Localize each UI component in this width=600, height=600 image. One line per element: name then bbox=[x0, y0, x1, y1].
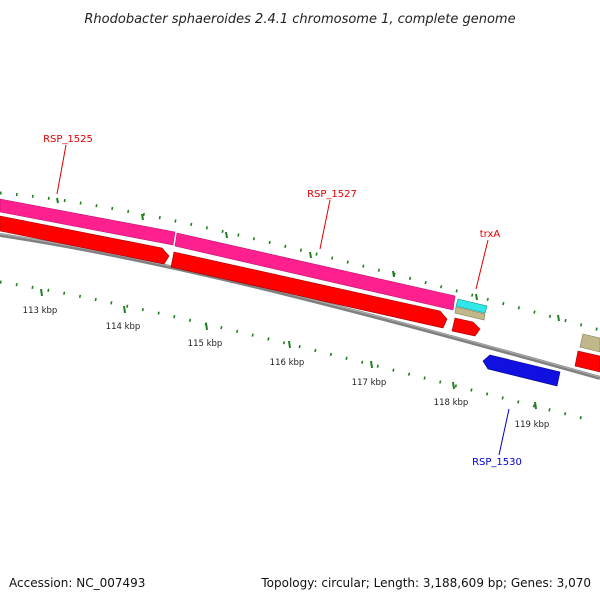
scale-label: 119 kbp bbox=[515, 420, 550, 430]
inner-major-tick bbox=[123, 305, 126, 314]
inner-major-tick bbox=[452, 381, 455, 390]
outer-major-tick bbox=[392, 270, 395, 278]
outer-major-tick bbox=[56, 197, 59, 204]
leader-rsp1527 bbox=[319, 199, 331, 250]
cds-next-arrow[interactable] bbox=[574, 350, 600, 373]
scale-label: 116 kbp bbox=[270, 358, 305, 368]
scale-label: 117 kbp bbox=[352, 378, 387, 388]
outer-major-tick bbox=[141, 213, 144, 221]
outer-major-tick bbox=[309, 251, 312, 259]
gene-next-bar[interactable] bbox=[579, 333, 600, 353]
cds-trxa-arrow[interactable] bbox=[451, 317, 481, 337]
inner-major-tick bbox=[288, 340, 291, 349]
outer-major-tick bbox=[225, 231, 228, 239]
outer-major-tick bbox=[557, 314, 560, 322]
gene-rsp1525-bar[interactable] bbox=[0, 198, 176, 246]
inner-tick-ring bbox=[0, 280, 591, 422]
gene-label-rsp1525[interactable]: RSP_1525 bbox=[43, 134, 93, 145]
scale-labels: 113 kbp 114 kbp 115 kbp 116 kbp 117 kbp … bbox=[23, 306, 550, 430]
gene-trxa-cds-bar[interactable] bbox=[454, 306, 486, 321]
map-title: Rhodobacter sphaeroides 2.4.1 chromosome… bbox=[84, 12, 515, 27]
genome-backbone bbox=[0, 233, 600, 380]
scale-label: 118 kbp bbox=[434, 398, 469, 408]
scale-label: 114 kbp bbox=[106, 322, 141, 332]
leader-trxa bbox=[475, 239, 489, 290]
accession-text: Accession: NC_007493 bbox=[9, 576, 145, 590]
gene-label-rsp1530[interactable]: RSP_1530 bbox=[472, 457, 522, 468]
gene-trxa-bar[interactable] bbox=[455, 298, 488, 314]
leader-rsp1525 bbox=[56, 144, 67, 195]
outer-tick-ring bbox=[0, 191, 600, 332]
inner-major-tick bbox=[370, 360, 373, 369]
cds-rsp1527-arrow[interactable] bbox=[170, 251, 448, 329]
inner-major-tick bbox=[205, 322, 208, 331]
outer-major-tick bbox=[475, 293, 478, 301]
leader-rsp1530 bbox=[498, 408, 510, 456]
cds-rsp1525-arrow[interactable] bbox=[0, 215, 170, 265]
scale-label: 115 kbp bbox=[188, 339, 223, 349]
gene-label-trxa[interactable]: trxA bbox=[480, 229, 501, 240]
genome-backbone-highlight bbox=[0, 233, 600, 378]
cds-rsp1530-arrow[interactable] bbox=[482, 354, 561, 387]
inner-major-tick bbox=[40, 288, 43, 297]
scale-label: 113 kbp bbox=[23, 306, 58, 316]
genome-summary-text: Topology: circular; Length: 3,188,609 bp… bbox=[260, 576, 591, 590]
gene-rsp1527-bar[interactable] bbox=[174, 232, 456, 311]
gene-label-rsp1527[interactable]: RSP_1527 bbox=[307, 189, 357, 200]
inner-major-tick bbox=[534, 401, 537, 410]
